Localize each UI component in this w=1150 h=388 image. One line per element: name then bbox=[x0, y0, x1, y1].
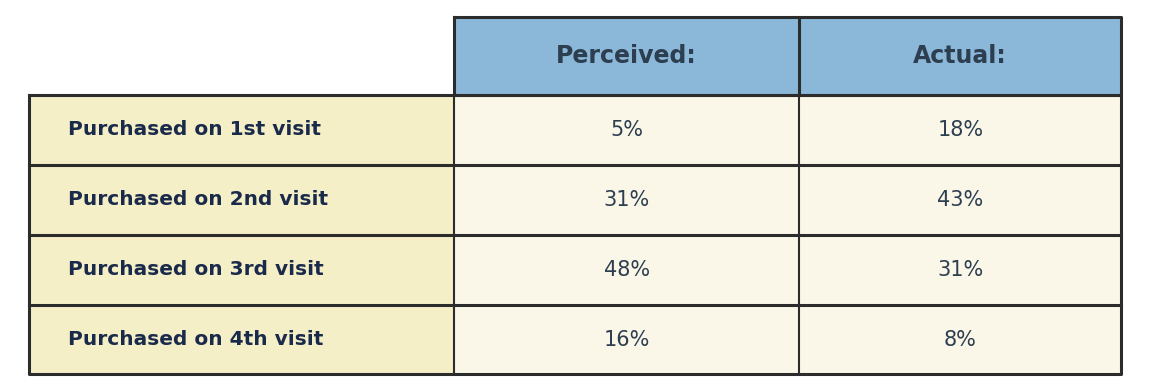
Text: 16%: 16% bbox=[604, 329, 650, 350]
Text: Purchased on 3rd visit: Purchased on 3rd visit bbox=[54, 260, 324, 279]
Bar bbox=[454, 95, 799, 165]
Text: 31%: 31% bbox=[604, 190, 650, 210]
Bar bbox=[454, 235, 799, 305]
Text: Actual:: Actual: bbox=[913, 44, 1007, 68]
Text: 31%: 31% bbox=[937, 260, 983, 280]
Bar bbox=[799, 165, 1121, 235]
Text: Perceived:: Perceived: bbox=[557, 44, 697, 68]
Bar bbox=[799, 17, 1121, 95]
Bar bbox=[454, 165, 799, 235]
Bar bbox=[799, 305, 1121, 374]
Bar bbox=[454, 17, 799, 95]
Bar bbox=[29, 165, 454, 235]
Bar bbox=[29, 305, 454, 374]
Text: Purchased on 4th visit: Purchased on 4th visit bbox=[54, 330, 323, 349]
Text: Purchased on 2nd visit: Purchased on 2nd visit bbox=[54, 191, 328, 209]
Text: 8%: 8% bbox=[944, 329, 976, 350]
Bar bbox=[29, 95, 454, 165]
Bar bbox=[454, 305, 799, 374]
Bar bbox=[29, 17, 454, 95]
Text: Purchased on 1st visit: Purchased on 1st visit bbox=[54, 121, 321, 139]
Text: 5%: 5% bbox=[611, 120, 643, 140]
Text: 43%: 43% bbox=[937, 190, 983, 210]
Bar bbox=[799, 95, 1121, 165]
Bar bbox=[799, 235, 1121, 305]
Text: 18%: 18% bbox=[937, 120, 983, 140]
Bar bbox=[29, 235, 454, 305]
Text: 48%: 48% bbox=[604, 260, 650, 280]
